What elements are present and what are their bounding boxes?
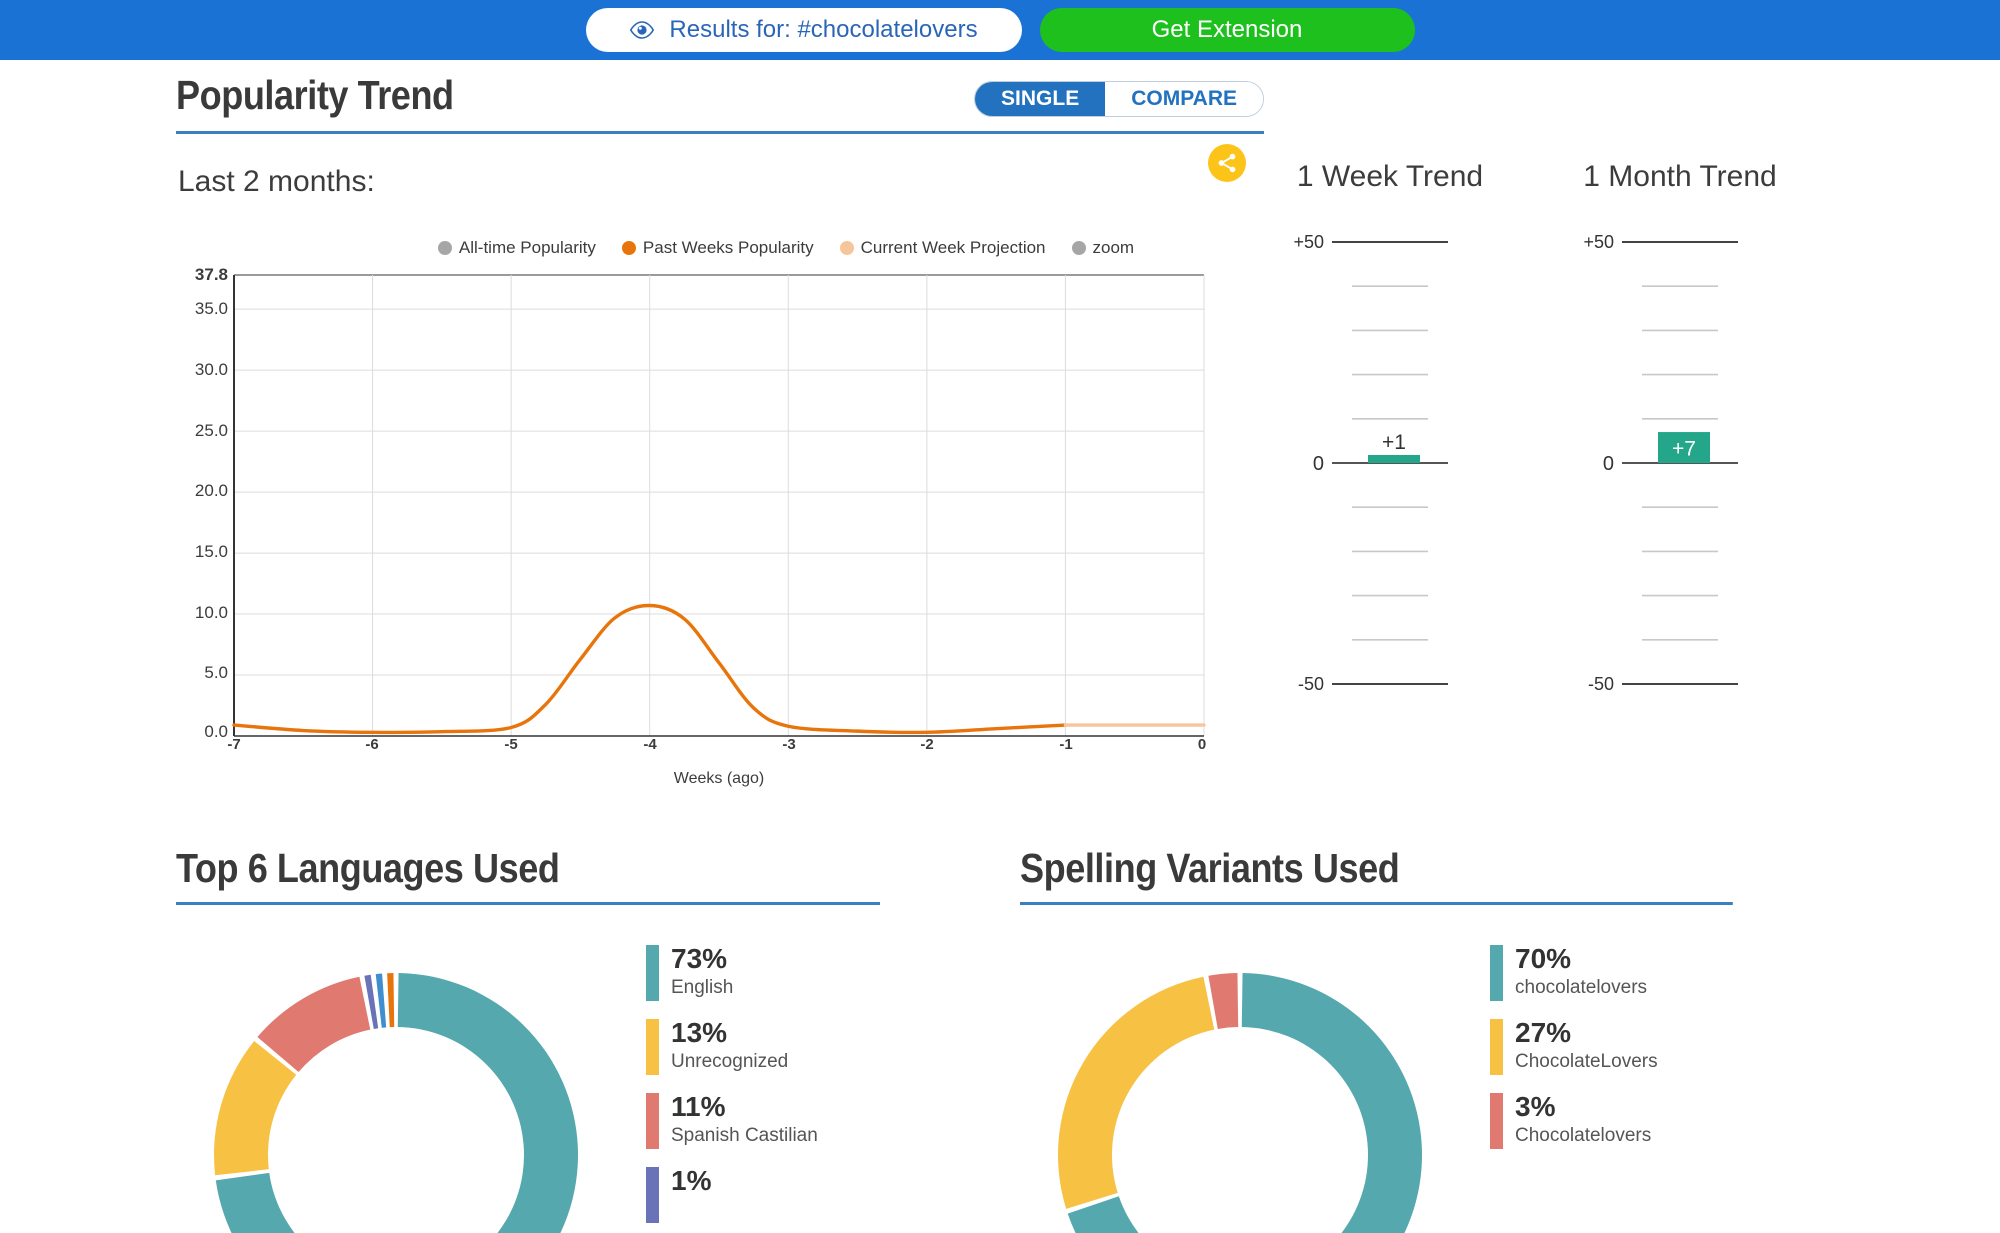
get-extension-button[interactable]: Get Extension	[1039, 8, 1415, 52]
month-trend-svg: +50 -50 0 +7	[1583, 232, 1738, 694]
list-item[interactable]: 13% Unrecognized	[646, 1019, 818, 1075]
spelling-title: Spelling Variants Used	[1020, 845, 1733, 905]
chart-y-axis: 37.8 35.0 30.0 25.0 20.0 15.0 10.0 5.0 0…	[176, 265, 228, 741]
legend-swatch	[621, 241, 636, 255]
legend-swatch	[646, 945, 659, 1001]
tab-single[interactable]: SINGLE	[975, 82, 1106, 116]
legend-item-alltime[interactable]: All-time Popularity	[437, 238, 596, 258]
legend-label: English	[671, 977, 734, 998]
y-tick: 35.0	[194, 299, 228, 318]
svg-text:-50: -50	[1298, 674, 1324, 694]
spelling-donut	[1058, 973, 1422, 1233]
results-text: Results for: #chocolatelovers	[669, 16, 978, 43]
top-bar: Results for: #chocolatelovers Get Extens…	[0, 0, 2000, 60]
svg-text:0: 0	[1603, 453, 1614, 475]
week-trend-svg: +50 -50 0 +1	[1293, 232, 1448, 694]
x-tick: -4	[643, 736, 657, 753]
languages-section: Top 6 Languages Used 73% English 13% Unr…	[176, 845, 976, 1233]
legend-swatch	[1490, 1019, 1503, 1075]
y-tick: 5.0	[204, 663, 228, 682]
x-tick: -7	[227, 736, 241, 753]
legend-label: ChocolateLovers	[1515, 1051, 1658, 1072]
x-tick: 0	[1197, 736, 1207, 753]
legend-item-past-weeks[interactable]: Past Weeks Popularity	[621, 238, 814, 258]
legend-percent: 1%	[671, 1165, 712, 1196]
legend-percent: 3%	[1515, 1091, 1556, 1122]
legend-label: Unrecognized	[671, 1051, 789, 1072]
legend-label: Past Weeks Popularity	[642, 238, 814, 257]
page-title: Popularity Trend	[176, 72, 454, 118]
chart-x-axis-title: Weeks (ago)	[673, 770, 765, 787]
legend-percent: 27%	[1515, 1017, 1572, 1048]
tab-compare[interactable]: COMPARE	[1105, 82, 1263, 116]
svg-text:-50: -50	[1588, 674, 1614, 694]
svg-text:+1: +1	[1382, 431, 1406, 454]
legend-label: Current Week Projection	[860, 238, 1046, 257]
legend-swatch	[1490, 945, 1503, 1001]
list-item[interactable]: 1%	[646, 1167, 818, 1223]
legend-swatch	[1071, 241, 1086, 255]
chart-legend: All-time Popularity Past Weeks Popularit…	[296, 238, 1276, 258]
y-tick: 30.0	[194, 360, 228, 379]
legend-percent: 13%	[671, 1017, 728, 1048]
legend-label: Spanish Castilian	[671, 1125, 818, 1146]
popularity-header: Popularity Trend SINGLE COMPARE	[176, 72, 1264, 134]
x-tick: -1	[1059, 736, 1073, 753]
y-tick: 37.8	[194, 265, 228, 284]
legend-swatch	[646, 1093, 659, 1149]
svg-text:+7: +7	[1672, 438, 1696, 461]
x-tick: -6	[365, 736, 379, 753]
svg-text:+50: +50	[1583, 232, 1614, 252]
list-item[interactable]: 70% chocolatelovers	[1490, 945, 1658, 1001]
legend-label: chocolatelovers	[1515, 977, 1648, 998]
svg-text:+50: +50	[1293, 232, 1324, 252]
y-tick: 25.0	[194, 421, 228, 440]
list-item[interactable]: 27% ChocolateLovers	[1490, 1019, 1658, 1075]
list-item[interactable]: 3% Chocolatelovers	[1490, 1093, 1658, 1149]
svg-text:0: 0	[1313, 453, 1324, 475]
legend-percent: 70%	[1515, 943, 1572, 974]
popularity-chart: All-time Popularity Past Weeks Popularit…	[176, 238, 1276, 787]
legend-swatch	[1490, 1093, 1503, 1149]
y-tick: 10.0	[194, 603, 228, 622]
month-trend-gauge: 1 Month Trend +50 -50 0 +7	[1575, 160, 1785, 749]
languages-donut	[214, 973, 578, 1233]
month-trend-title: 1 Month Trend	[1583, 160, 1777, 193]
languages-title: Top 6 Languages Used	[176, 845, 880, 905]
legend-item-projection[interactable]: Current Week Projection	[839, 238, 1046, 258]
share-icon[interactable]	[1208, 144, 1246, 182]
legend-swatch	[646, 1167, 659, 1223]
y-tick: 15.0	[194, 542, 228, 561]
week-trend-title: 1 Week Trend	[1296, 160, 1484, 193]
spelling-legend: 70% chocolatelovers 27% ChocolateLovers …	[1490, 945, 1658, 1149]
legend-swatch	[839, 241, 854, 255]
legend-swatch	[646, 1019, 659, 1075]
legend-percent: 11%	[671, 1091, 726, 1122]
y-tick: 20.0	[194, 481, 228, 500]
languages-legend: 73% English 13% Unrecognized 11% Spanish…	[646, 945, 818, 1223]
legend-label: All-time Popularity	[458, 238, 596, 257]
legend-label: zoom	[1092, 238, 1135, 257]
range-label: Last 2 months:	[178, 165, 375, 198]
list-item[interactable]: 11% Spanish Castilian	[646, 1093, 818, 1149]
y-tick: 0.0	[204, 722, 228, 741]
x-tick: -3	[782, 736, 796, 753]
x-tick: -5	[504, 736, 518, 753]
results-pill[interactable]: Results for: #chocolatelovers	[585, 8, 1022, 52]
week-trend-gauge: 1 Week Trend +50 -50 0 +1	[1290, 160, 1490, 749]
eye-icon	[629, 21, 655, 39]
x-tick: -2	[920, 736, 934, 753]
chart-svg	[232, 274, 1206, 737]
list-item[interactable]: 73% English	[646, 945, 818, 1001]
legend-swatch	[437, 241, 452, 255]
view-mode-toggle[interactable]: SINGLE COMPARE	[974, 81, 1264, 117]
chart-x-axis: -7 -6 -5 -4 -3 -2 -1 0	[227, 736, 1207, 760]
legend-item-zoom[interactable]: zoom	[1071, 238, 1135, 258]
legend-label: Chocolatelovers	[1515, 1125, 1652, 1146]
legend-percent: 73%	[671, 943, 728, 974]
spelling-section: Spelling Variants Used 70% chocolatelove…	[1020, 845, 1830, 1233]
